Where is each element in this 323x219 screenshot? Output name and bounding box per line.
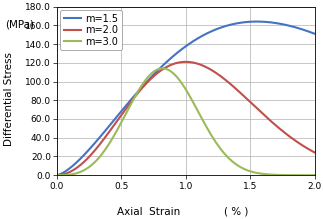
Text: Axial  Strain: Axial Strain [117,207,180,217]
m=2.0 [55,174,58,177]
Line: m=2.0: m=2.0 [57,62,315,175]
Text: ( % ): ( % ) [224,207,248,217]
m=3.0 [169,70,172,72]
m=2.0 [184,60,188,63]
Text: (MPa): (MPa) [5,20,34,30]
Text: Differential Stress: Differential Stress [4,51,14,146]
m=1.5 [232,23,236,25]
m=2.0 [256,108,260,111]
m=2.0 [159,69,163,72]
m=1.5 [55,174,58,177]
m=3.0 [55,174,58,177]
m=3.0 [256,172,260,175]
m=2.0 [261,113,265,115]
m=2.0 [168,64,172,66]
m=1.5 [255,20,259,23]
m=1.5 [159,66,163,69]
m=2.0 [232,86,236,89]
Line: m=3.0: m=3.0 [57,68,315,175]
m=1.5 [81,155,85,157]
m=3.0 [313,174,317,177]
m=3.0 [159,67,163,70]
m=2.0 [313,151,317,154]
m=1.5 [261,20,265,23]
m=3.0 [161,67,164,70]
m=1.5 [256,20,260,23]
m=3.0 [261,173,265,175]
m=3.0 [81,170,85,172]
Legend: m=1.5, m=2.0, m=3.0: m=1.5, m=2.0, m=3.0 [60,11,121,50]
Line: m=1.5: m=1.5 [57,21,315,175]
m=2.0 [81,162,85,164]
m=1.5 [313,33,317,35]
m=3.0 [232,162,236,164]
m=1.5 [168,57,172,60]
